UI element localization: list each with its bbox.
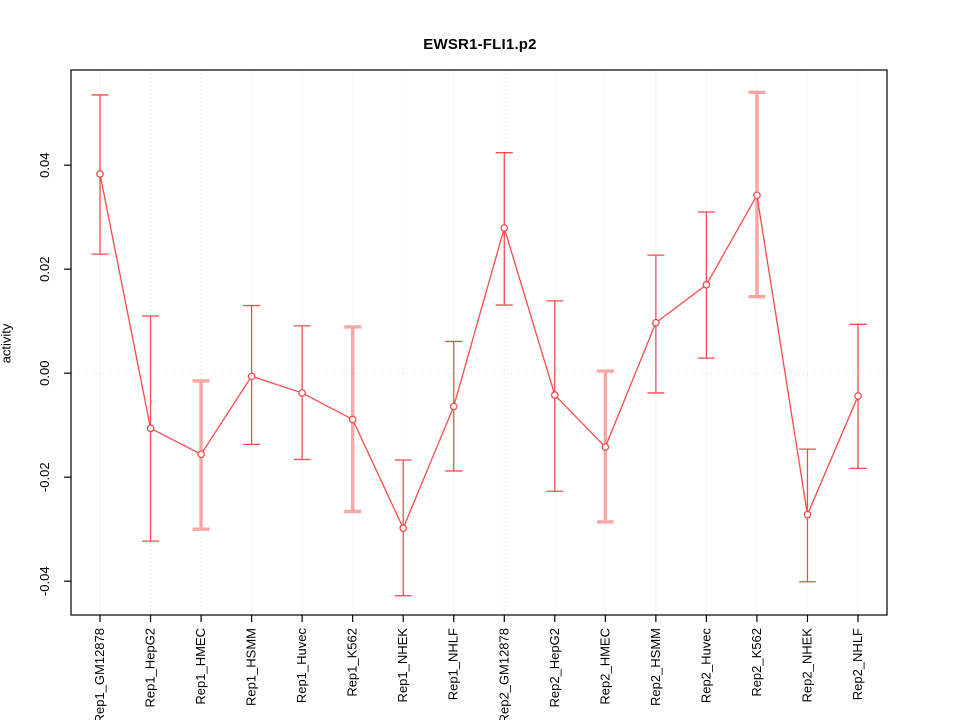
data-point-marker xyxy=(601,443,610,451)
data-point-marker xyxy=(550,391,559,399)
x-tick-label: Rep1_HSMM xyxy=(244,628,259,706)
data-point-marker xyxy=(96,170,104,178)
data-point-marker xyxy=(247,372,256,381)
x-tick-label: Rep1_NHLF xyxy=(446,628,461,700)
x-tick-label: Rep2_HSMM xyxy=(648,628,663,706)
x-tick-label: Rep2_Huvec xyxy=(698,628,713,704)
x-tick-label: Rep2_NHEK xyxy=(799,628,814,703)
data-point-marker xyxy=(702,280,711,289)
data-point-marker xyxy=(500,224,509,232)
chart-title: EWSR1-FLI1.p2 xyxy=(423,36,537,53)
y-tick-label: 0.00 xyxy=(37,361,52,386)
plot-border xyxy=(70,69,888,616)
x-tick-label: Rep2_GM12878 xyxy=(496,628,511,720)
data-point-marker xyxy=(146,424,155,433)
data-point-marker xyxy=(197,450,205,459)
y-tick-label: -0.02 xyxy=(37,462,52,492)
y-tick-label: 0.04 xyxy=(37,153,52,178)
series-line xyxy=(99,173,859,530)
data-point-marker xyxy=(298,389,306,397)
data-point-marker xyxy=(652,318,660,327)
data-point-marker xyxy=(399,524,408,533)
x-tick-label: Rep1_NHEK xyxy=(395,628,410,703)
data-point-marker xyxy=(854,392,862,400)
y-tick-label: 0.02 xyxy=(37,257,52,282)
x-tick-label: Rep1_K562 xyxy=(345,628,360,697)
x-tick-label: Rep1_HMEC xyxy=(193,628,208,705)
data-point-marker xyxy=(449,402,458,411)
x-tick-label: Rep2_HMEC xyxy=(597,628,612,705)
x-tick-label: Rep1_HepG2 xyxy=(143,628,158,708)
x-tick-label: Rep1_Huvec xyxy=(294,628,309,704)
y-tick-label: -0.04 xyxy=(37,566,52,596)
x-tick-label: Rep2_K562 xyxy=(749,628,764,697)
data-point-marker xyxy=(348,415,357,424)
data-point-marker xyxy=(803,510,812,519)
data-point-marker xyxy=(753,191,761,200)
x-tick-label: Rep2_HepG2 xyxy=(547,628,562,708)
x-tick-label: Rep2_NHLF xyxy=(850,628,865,700)
x-tick-label: Rep1_GM12878 xyxy=(92,628,107,720)
